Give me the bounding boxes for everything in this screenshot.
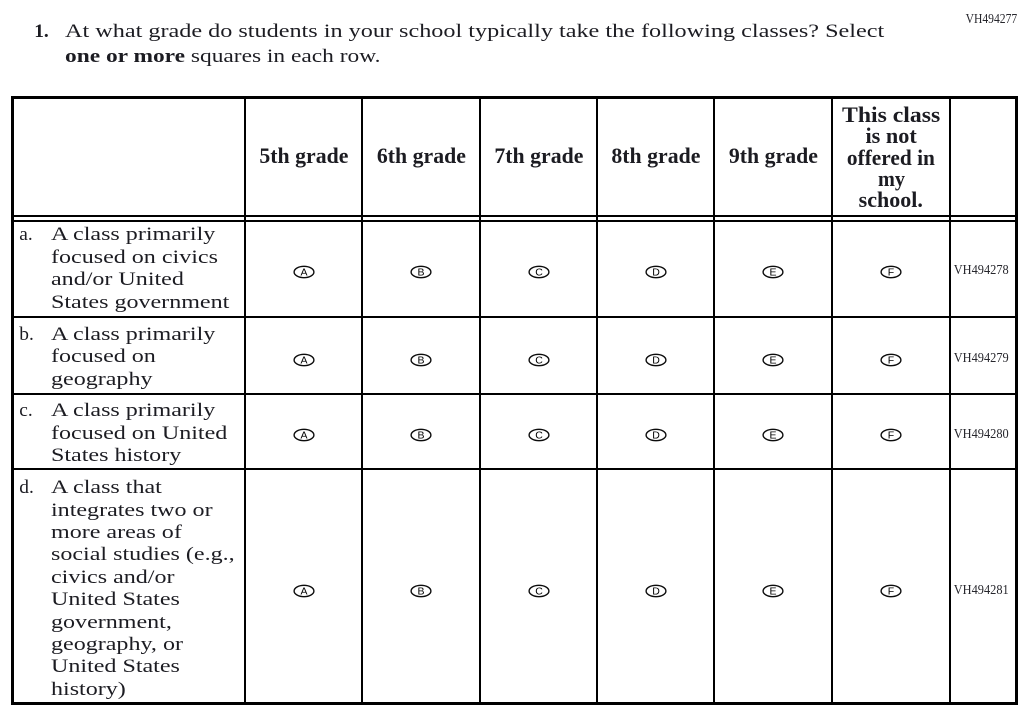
svg-text:F: F <box>888 266 894 278</box>
svg-text:B: B <box>418 586 425 598</box>
svg-text:E: E <box>770 429 777 441</box>
svg-text:B: B <box>418 354 425 366</box>
svg-text:D: D <box>652 266 660 278</box>
svg-text:F: F <box>888 586 894 598</box>
svg-text:C: C <box>535 266 543 278</box>
svg-text:F: F <box>888 429 894 441</box>
svg-text:B: B <box>418 266 425 278</box>
svg-text:E: E <box>770 586 777 598</box>
svg-text:C: C <box>535 429 543 441</box>
svg-text:F: F <box>888 354 894 366</box>
svg-text:E: E <box>770 354 777 366</box>
svg-text:A: A <box>300 354 307 366</box>
svg-text:E: E <box>770 266 777 278</box>
svg-text:B: B <box>418 429 425 441</box>
svg-text:D: D <box>652 354 660 366</box>
svg-text:A: A <box>300 266 307 278</box>
svg-text:A: A <box>300 586 307 598</box>
svg-text:C: C <box>535 354 543 366</box>
svg-text:D: D <box>652 586 660 598</box>
svg-text:C: C <box>535 586 543 598</box>
svg-text:A: A <box>300 429 307 441</box>
svg-text:D: D <box>652 429 660 441</box>
